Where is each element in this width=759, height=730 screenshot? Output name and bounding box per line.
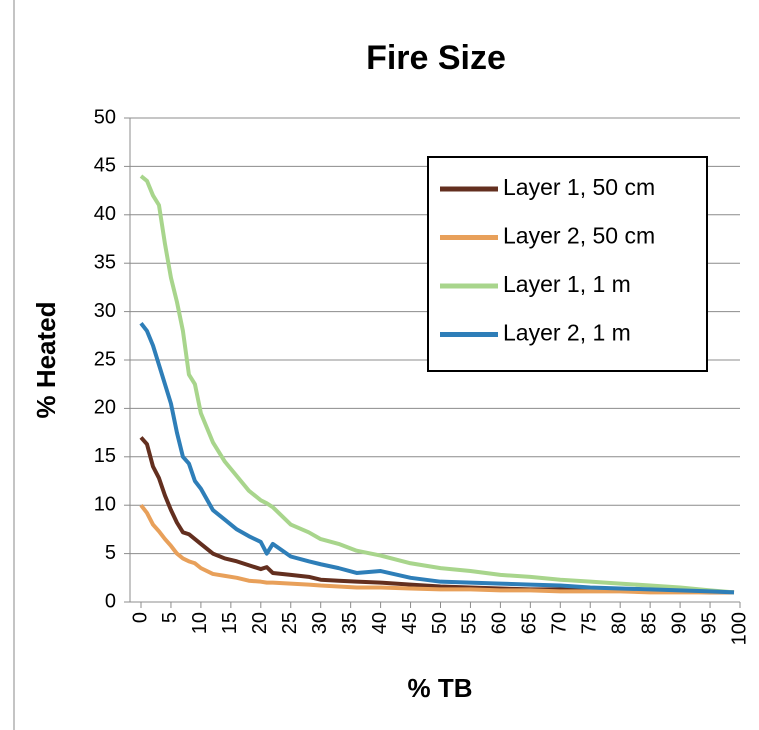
x-tick-label: 30 <box>309 612 331 634</box>
y-tick-label: 15 <box>94 445 116 467</box>
legend-label: Layer 2, 1 m <box>503 320 631 346</box>
x-tick-label: 60 <box>489 612 511 634</box>
legend-label: Layer 1, 50 cm <box>503 174 655 200</box>
x-tick-label: 95 <box>698 612 720 634</box>
y-tick-label: 20 <box>94 397 116 419</box>
x-tick-label: 40 <box>369 612 391 634</box>
x-tick-label: 90 <box>668 612 690 634</box>
legend: Layer 1, 50 cm Layer 2, 50 cm Layer 1, 1 m… <box>427 156 708 372</box>
x-tick-label: 80 <box>608 612 630 634</box>
x-tick-label: 5 <box>159 612 181 623</box>
legend-label: Layer 2, 50 cm <box>503 223 655 249</box>
legend-label: Layer 1, 1 m <box>503 271 631 297</box>
x-tick-label: 45 <box>399 612 421 634</box>
y-tick-label: 40 <box>94 203 116 225</box>
chart-title: Fire Size <box>366 39 506 77</box>
y-axis-label: % Heated <box>31 301 61 418</box>
x-tick-label: 50 <box>429 612 451 634</box>
y-tick-label: 50 <box>94 106 116 128</box>
y-tick-label: 5 <box>105 542 116 564</box>
y-tick-label: 10 <box>94 493 116 515</box>
x-tick-label: 0 <box>129 612 151 623</box>
x-tick-label: 10 <box>189 612 211 634</box>
x-tick-label: 55 <box>459 612 481 634</box>
x-tick-label: 70 <box>549 612 571 634</box>
x-tick-label: 20 <box>249 612 271 634</box>
x-tick-label: 25 <box>279 612 301 634</box>
x-tick-label: 100 <box>728 612 750 645</box>
y-tick-label: 30 <box>94 300 116 322</box>
y-tick-label: 25 <box>94 348 116 370</box>
x-tick-label: 35 <box>339 612 361 634</box>
series-line <box>139 174 735 595</box>
series-line <box>139 503 735 595</box>
series-line <box>139 321 735 595</box>
x-tick-label: 75 <box>579 612 601 634</box>
x-tick-label: 15 <box>219 612 241 634</box>
x-tick-label: 65 <box>519 612 541 634</box>
y-tick-label: 45 <box>94 155 116 177</box>
y-tick-label: 35 <box>94 251 116 273</box>
x-tick-label: 85 <box>638 612 660 634</box>
x-axis-label: % TB <box>408 673 473 703</box>
y-tick-label: 0 <box>105 590 116 612</box>
